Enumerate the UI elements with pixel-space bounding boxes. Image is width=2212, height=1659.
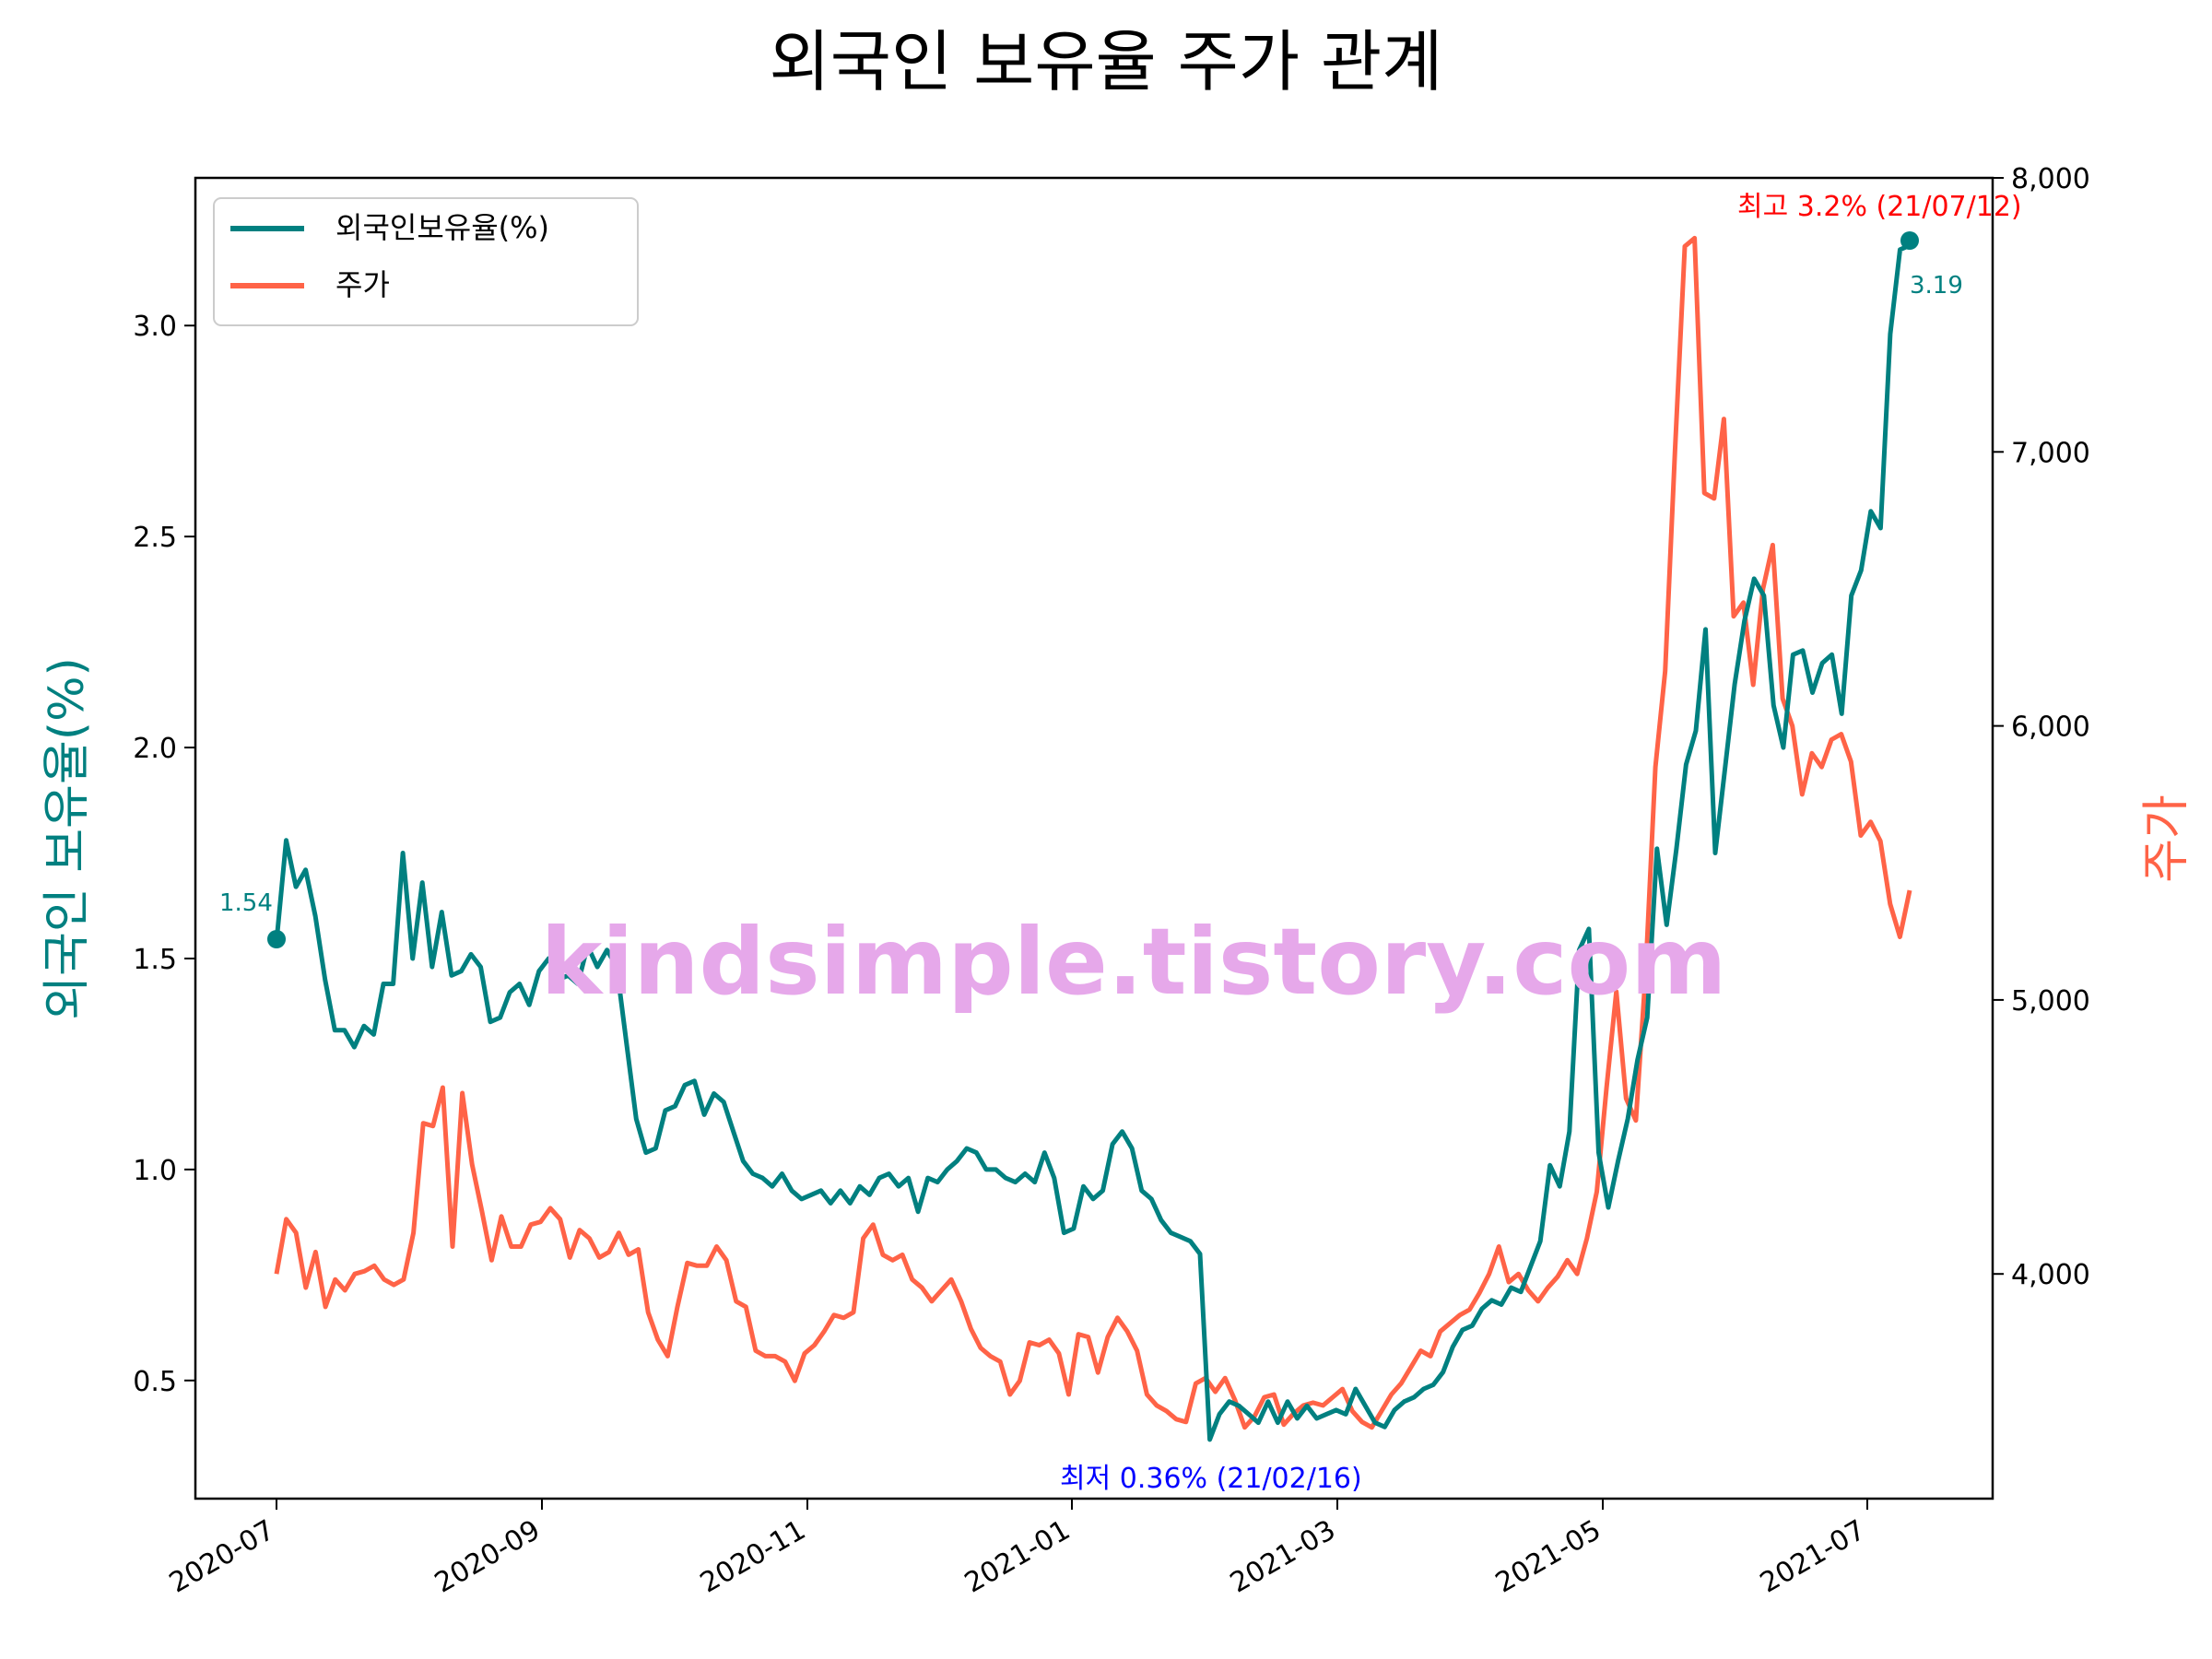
- left-tick-label: 0.5: [133, 1366, 177, 1398]
- x-tick-label: 2020-11: [695, 1514, 811, 1600]
- right-axis-label: 주가: [2139, 794, 2194, 883]
- x-axis-ticks: 2020-07 2020-09 2020-11 2021-01 2021-03 2021-…: [164, 1499, 1871, 1600]
- end-value-label: 3.19: [1910, 272, 1963, 300]
- legend: 외국인보유율(%) 주가: [213, 197, 639, 326]
- watermark-text: kindsimple.tistory.com: [541, 908, 1727, 1016]
- x-tick-label: 2021-05: [1490, 1514, 1606, 1600]
- left-tick-label: 3.0: [133, 311, 177, 343]
- right-tick-label: 6,000: [2011, 712, 2090, 744]
- chart-title: 외국인 보유율 주가 관계: [769, 23, 1442, 100]
- min-annotation: 최저 0.36% (21/02/16): [1060, 1463, 1362, 1495]
- end-point-marker: [1900, 231, 1919, 250]
- x-tick-label: 2020-07: [164, 1514, 280, 1600]
- plot-area-frame: [194, 176, 1994, 1500]
- legend-label-price: 주가: [335, 267, 390, 302]
- x-tick-label: 2020-09: [429, 1514, 546, 1600]
- price-series-line: [274, 235, 1912, 1430]
- right-axis-ticks: 4,000 5,000 6,000 7,000 8,000: [1993, 163, 2090, 1291]
- foreign-ratio-series-line: [274, 243, 1911, 1442]
- left-axis-ticks: 0.5 1.0 1.5 2.0 2.5 3.0: [133, 311, 195, 1398]
- right-tick-label: 5,000: [2011, 985, 2090, 1018]
- left-tick-label: 2.0: [133, 733, 177, 765]
- right-tick-label: 7,000: [2011, 437, 2090, 469]
- left-tick-label: 2.5: [133, 522, 177, 554]
- x-tick-label: 2021-01: [959, 1514, 1076, 1600]
- left-axis-label: 외국인 보유율(%): [40, 657, 95, 1020]
- legend-label-ratio: 외국인보유율(%): [335, 210, 549, 245]
- right-tick-label: 4,000: [2011, 1259, 2090, 1291]
- left-tick-label: 1.5: [133, 944, 177, 976]
- start-point-marker: [267, 930, 286, 948]
- max-annotation: 최고 3.2% (21/07/12): [1737, 191, 2022, 223]
- x-tick-label: 2021-07: [1755, 1514, 1871, 1600]
- legend-box: [213, 197, 639, 326]
- x-tick-label: 2021-03: [1225, 1514, 1341, 1600]
- right-tick-label: 8,000: [2011, 163, 2090, 195]
- start-value-label: 1.54: [219, 889, 273, 917]
- left-tick-label: 1.0: [133, 1155, 177, 1187]
